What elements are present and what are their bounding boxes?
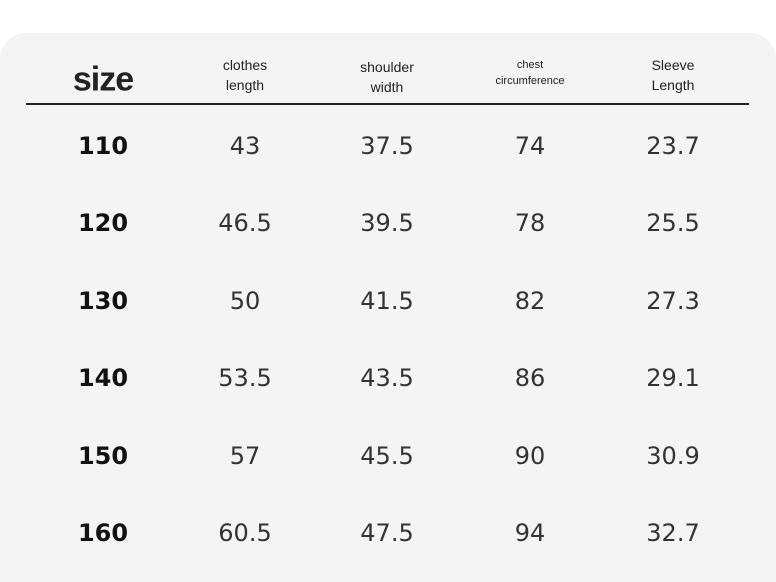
measurement: 50 [229,286,261,315]
size-label: 140 [77,364,129,393]
header-line: width [370,79,404,95]
header-line: circumference [495,75,565,87]
measurement: 41.5 [360,286,414,315]
measurement: 82 [514,286,546,315]
column-header: Sleeve Length [652,55,695,95]
size-label: 130 [77,286,129,315]
header-line: chest [516,59,544,71]
measurement: 43.5 [360,364,414,393]
measurement: 46.5 [218,209,272,238]
measurement: 27.3 [646,286,700,315]
measurement: 25.5 [646,209,700,238]
header-line: Length [651,77,695,93]
measurement: 78 [514,209,546,238]
measurement: 86 [514,364,546,393]
column-header: size [72,60,134,100]
measurement: 32.7 [646,519,700,547]
header-rule [26,103,749,105]
header-line: clothes [222,57,268,73]
measurement: 74 [514,132,546,160]
size-table: size clothes length shoulder width chest circu… [0,33,776,582]
measurement: 37.5 [360,132,414,160]
header-line: size [72,60,134,99]
measurement: 90 [514,441,546,470]
column-header: shoulder width [360,57,414,97]
size-label: 110 [77,132,129,160]
header-line: Sleeve [651,57,695,73]
column-header: clothes length [223,55,267,95]
measurement: 53.5 [218,364,272,393]
size-label: 120 [77,209,129,238]
size-label: 160 [77,519,129,547]
measurement: 60.5 [218,519,272,547]
measurement: 39.5 [360,209,414,238]
column-header: chest circumference [495,57,564,89]
measurement: 43 [229,132,261,160]
header-line: shoulder [360,59,414,75]
header-line: length [225,77,265,93]
measurement: 94 [514,519,546,547]
measurement: 57 [229,441,261,470]
measurement: 29.1 [646,364,700,393]
measurement: 30.9 [646,441,700,470]
measurement: 47.5 [360,519,414,547]
size-label: 150 [77,441,129,470]
measurement: 45.5 [360,441,414,470]
measurement: 23.7 [646,132,700,160]
